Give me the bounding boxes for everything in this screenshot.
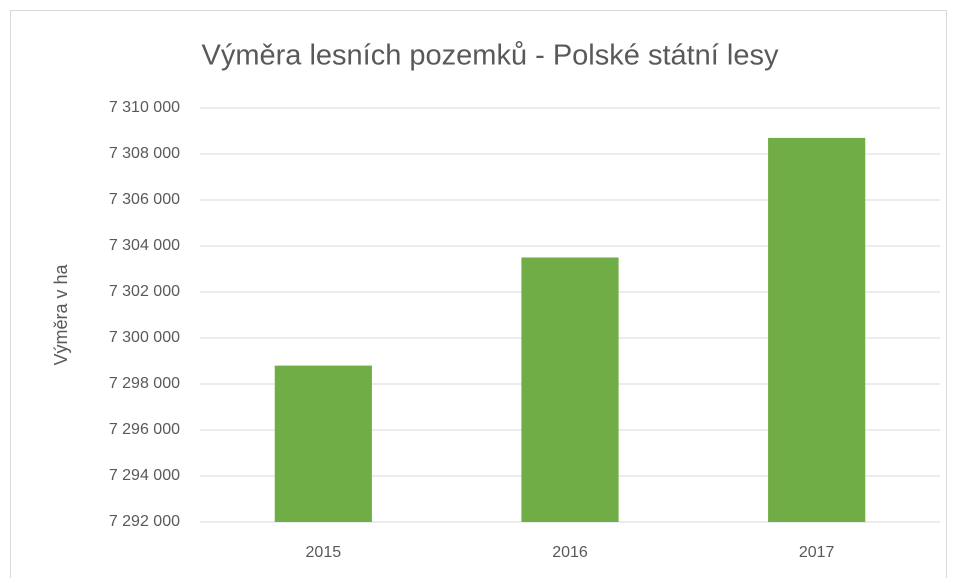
chart-title: Výměra lesních pozemků - Polské státní l…	[201, 40, 779, 72]
y-axis-label: Výměra v ha	[51, 263, 71, 365]
y-tick-label: 7 302 000	[109, 283, 180, 300]
x-tick-label: 2016	[552, 544, 588, 561]
y-tick-label: 7 300 000	[109, 329, 180, 346]
x-tick-label: 2017	[799, 544, 835, 561]
bar	[274, 365, 372, 522]
y-tick-label: 7 296 000	[109, 421, 180, 438]
bar	[768, 137, 866, 522]
y-tick-label: 7 292 000	[109, 513, 180, 530]
y-tick-label: 7 306 000	[109, 191, 180, 208]
y-tick-label: 7 304 000	[109, 237, 180, 254]
y-tick-label: 7 298 000	[109, 375, 180, 392]
y-tick-label: 7 308 000	[109, 145, 180, 162]
y-tick-label: 7 294 000	[109, 467, 180, 484]
x-tick-label: 2015	[306, 544, 342, 561]
y-tick-label: 7 310 000	[109, 99, 180, 116]
bar	[521, 257, 619, 522]
